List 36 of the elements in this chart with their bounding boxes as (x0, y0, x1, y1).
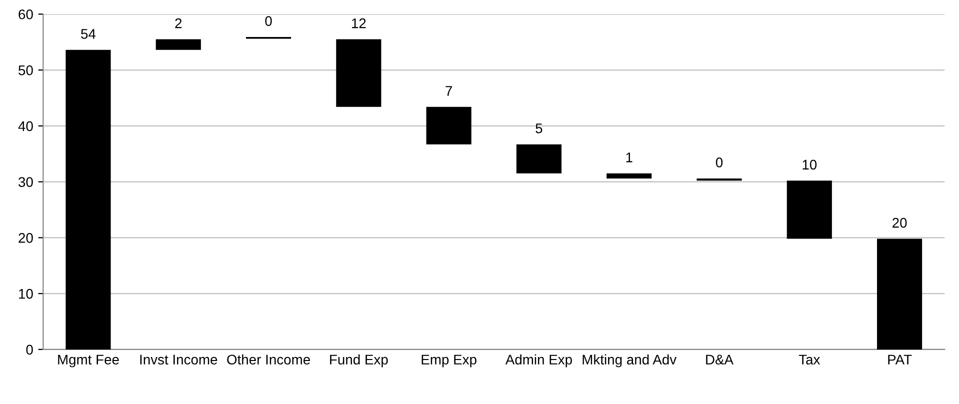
y-tick-label: 50 (18, 65, 33, 76)
data-label: 1 (626, 152, 632, 162)
y-tick-label: 60 (18, 9, 33, 20)
y-tick-label: 0 (26, 344, 33, 355)
y-tick-label: 10 (19, 288, 33, 299)
x-tick-label: Mkting and Adv (582, 354, 677, 368)
data-label: 2 (175, 18, 182, 28)
y-tick-label: 20 (18, 233, 33, 243)
x-tick-label: Tax (798, 354, 820, 365)
bar (66, 50, 111, 350)
bar (426, 106, 472, 144)
data-label: 0 (716, 158, 723, 168)
data-label: 0 (265, 16, 272, 26)
data-label: 10 (802, 160, 817, 170)
bar (786, 180, 832, 239)
data-label: 7 (446, 86, 452, 96)
x-tick-label: Admin Exp (505, 354, 572, 368)
data-label: 12 (352, 18, 366, 28)
x-tick-label: Emp Exp (422, 354, 476, 368)
data-label: 5 (536, 124, 542, 134)
x-tick-label: PAT (888, 354, 912, 364)
data-label: 20 (892, 218, 907, 228)
x-tick-label: Invst Income (140, 354, 218, 365)
y-tick-label: 30 (18, 177, 33, 187)
bar (606, 173, 652, 178)
data-label: 54 (81, 29, 96, 39)
y-tick-label: 40 (18, 121, 33, 132)
bar (516, 144, 562, 174)
x-tick-label: Other Income (227, 354, 310, 365)
x-tick-label: Mgmt Fee (58, 354, 119, 368)
bar (336, 39, 382, 107)
bar (877, 238, 922, 350)
bar (156, 39, 201, 50)
bar (696, 178, 742, 181)
x-tick-label: D&A (706, 354, 734, 365)
x-tick-label: Fund Exp (330, 354, 388, 368)
